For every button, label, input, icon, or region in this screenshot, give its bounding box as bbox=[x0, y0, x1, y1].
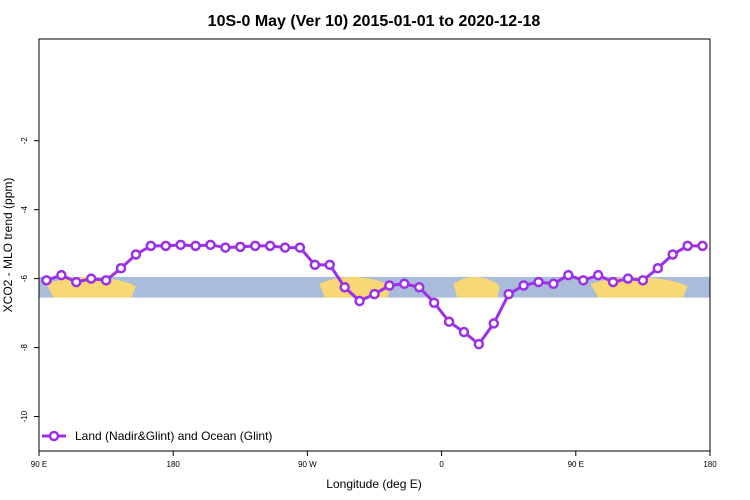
data-point bbox=[428, 297, 440, 308]
data-point bbox=[682, 240, 693, 252]
data-point bbox=[473, 338, 485, 350]
x-tick-label: 180 bbox=[703, 460, 717, 469]
data-point bbox=[85, 273, 97, 284]
x-tick-label: 90 E bbox=[31, 460, 47, 469]
legend-entry-label: Land (Nadir&Glint) and Ocean (Glint) bbox=[75, 429, 272, 443]
chart-title: 10S-0 May (Ver 10) 2015-01-01 to 2020-12… bbox=[208, 13, 541, 30]
x-tick-label: 90 E bbox=[568, 460, 584, 469]
data-point bbox=[384, 280, 395, 291]
data-point bbox=[563, 269, 574, 281]
data-point bbox=[279, 242, 291, 253]
data-point bbox=[413, 281, 425, 293]
data-point bbox=[607, 276, 619, 288]
data-point bbox=[160, 240, 171, 252]
data-point bbox=[249, 240, 261, 252]
x-axis-ticks: 90 E 180 90 W 0 90 E 180 bbox=[31, 451, 717, 469]
y-tick-label: -6 bbox=[20, 275, 29, 283]
x-axis-label: Longitude (deg E) bbox=[326, 477, 421, 491]
points-layer bbox=[41, 239, 708, 350]
data-point bbox=[622, 273, 634, 284]
x-tick-label: 0 bbox=[439, 460, 444, 469]
data-point bbox=[235, 241, 246, 253]
data-point bbox=[294, 242, 306, 253]
data-point bbox=[264, 240, 276, 252]
legend: Land (Nadir&Glint) and Ocean (Glint) bbox=[42, 429, 272, 443]
data-point bbox=[503, 288, 514, 300]
data-point bbox=[578, 275, 589, 286]
data-point bbox=[339, 281, 350, 293]
land-mass bbox=[453, 276, 500, 298]
data-point bbox=[56, 269, 67, 281]
y-axis-label: XCO2 - MLO trend (ppm) bbox=[1, 178, 15, 313]
x-tick-label: 90 W bbox=[298, 460, 317, 469]
land-mass bbox=[46, 276, 136, 298]
data-point bbox=[309, 259, 321, 271]
y-tick-label: -10 bbox=[20, 410, 29, 422]
y-axis-ticks: -2 -4 -6 -8 -10 bbox=[20, 137, 39, 422]
y-tick-label: -2 bbox=[20, 137, 29, 145]
y-tick-label: -4 bbox=[20, 206, 29, 214]
series-layer bbox=[41, 239, 708, 350]
data-point bbox=[145, 240, 157, 252]
data-point bbox=[592, 269, 604, 281]
data-point bbox=[324, 259, 336, 271]
data-point bbox=[100, 275, 112, 286]
data-point bbox=[175, 239, 186, 251]
data-point bbox=[443, 316, 455, 327]
data-point bbox=[354, 295, 365, 307]
data-point bbox=[220, 242, 231, 253]
legend-marker-swatch bbox=[48, 430, 60, 442]
data-point bbox=[71, 276, 82, 288]
data-point bbox=[652, 263, 664, 274]
data-point bbox=[533, 276, 544, 288]
data-point bbox=[369, 288, 380, 300]
x-tick-label: 180 bbox=[167, 460, 181, 469]
data-point bbox=[637, 275, 649, 286]
data-point bbox=[41, 275, 52, 286]
data-point bbox=[518, 280, 529, 291]
data-point bbox=[548, 278, 559, 290]
data-point bbox=[458, 326, 470, 338]
data-point bbox=[488, 318, 500, 329]
data-point bbox=[399, 278, 410, 290]
plot-frame bbox=[38, 38, 711, 452]
data-point bbox=[130, 249, 142, 260]
data-point bbox=[697, 240, 708, 252]
land-layer bbox=[46, 276, 688, 298]
data-point bbox=[667, 249, 678, 260]
y-tick-label: -8 bbox=[20, 343, 29, 351]
data-point bbox=[190, 240, 201, 252]
data-point bbox=[205, 239, 216, 251]
data-point bbox=[115, 263, 127, 274]
